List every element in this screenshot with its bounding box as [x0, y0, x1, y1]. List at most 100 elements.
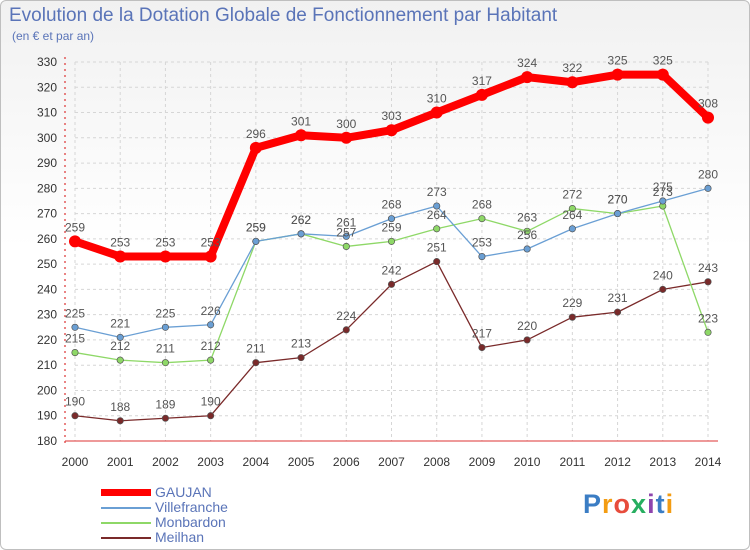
data-label: 262 [291, 213, 311, 227]
data-label: 231 [608, 291, 628, 305]
x-tick-label: 2007 [378, 455, 405, 469]
data-point [387, 215, 396, 223]
data-label: 212 [201, 339, 221, 353]
data-label: 273 [653, 185, 673, 199]
data-label: 190 [201, 395, 221, 409]
data-point [659, 197, 667, 205]
legend-item-monbardon: Monbardon [101, 515, 228, 530]
data-label: 188 [110, 400, 130, 414]
data-point [71, 412, 79, 420]
data-label: 308 [698, 97, 718, 111]
data-point [704, 328, 712, 336]
x-tick-label: 2001 [107, 455, 134, 469]
data-label: 263 [517, 210, 537, 224]
logo-letter: x [631, 489, 648, 519]
data-label: 273 [427, 185, 447, 199]
y-tick-label: 240 [37, 282, 57, 296]
legend: GAUJAN Villefranche Monbardon Meilhan [101, 485, 228, 545]
data-label: 211 [246, 342, 265, 356]
data-label: 280 [698, 167, 718, 181]
data-point [71, 349, 79, 357]
y-tick-label: 230 [37, 308, 57, 322]
legend-item-villefranche: Villefranche [101, 500, 228, 515]
data-label: 225 [155, 306, 175, 320]
legend-item-gaujan: GAUJAN [101, 485, 228, 500]
data-label: 322 [562, 61, 582, 75]
chart-title: Evolution de la Dotation Globale de Fonc… [9, 5, 558, 26]
data-label: 189 [155, 397, 175, 411]
data-label: 262 [291, 213, 311, 227]
y-tick-label: 250 [37, 257, 57, 271]
x-tick-label: 2014 [695, 455, 722, 469]
data-label: 259 [65, 220, 85, 234]
data-point [568, 204, 576, 213]
data-point [566, 76, 579, 89]
data-label: 220 [517, 319, 537, 333]
data-point [207, 356, 215, 364]
data-point [523, 245, 531, 253]
data-label: 215 [65, 332, 85, 346]
data-point [523, 336, 531, 344]
x-tick-label: 2002 [152, 455, 179, 469]
data-point [252, 237, 260, 245]
data-point [116, 356, 124, 364]
logo-letter: r [602, 489, 614, 519]
data-point [161, 323, 169, 331]
data-point [387, 280, 396, 288]
y-tick-label: 330 [37, 55, 57, 69]
y-tick-label: 290 [37, 156, 57, 170]
series [69, 68, 714, 425]
data-point [611, 68, 624, 81]
data-point [116, 333, 124, 341]
data-point [475, 88, 488, 101]
legend-swatch [101, 521, 151, 524]
data-label: 275 [653, 180, 673, 194]
data-label: 223 [698, 311, 718, 325]
x-tick-label: 2006 [333, 455, 360, 469]
data-label: 251 [427, 241, 447, 255]
data-point [204, 250, 217, 263]
logo-letter: o [613, 489, 632, 519]
data-label: 224 [336, 309, 356, 323]
data-point [385, 124, 398, 137]
data-label: 259 [246, 220, 266, 234]
data-point [207, 412, 215, 420]
data-point [704, 184, 712, 192]
data-point [433, 202, 441, 210]
proxiti-logo: Proxiti [583, 489, 674, 520]
data-label: 324 [517, 56, 537, 70]
data-point [295, 129, 308, 142]
data-point [252, 359, 260, 367]
data-point [161, 359, 169, 367]
data-point [478, 253, 486, 261]
x-tick-label: 2005 [288, 455, 315, 469]
data-label: 253 [201, 236, 221, 250]
y-tick-label: 220 [37, 333, 57, 347]
data-label: 221 [110, 316, 130, 330]
y-tick-label: 260 [37, 232, 57, 246]
data-point [521, 71, 534, 84]
data-label: 212 [110, 339, 130, 353]
data-point [702, 111, 714, 124]
data-label: 268 [381, 198, 401, 212]
x-tick-label: 2000 [62, 455, 89, 469]
x-tick-label: 2009 [469, 455, 496, 469]
legend-label: Monbardon [155, 514, 226, 530]
y-tick-label: 200 [37, 383, 57, 397]
data-point [69, 235, 81, 248]
legend-swatch [101, 489, 151, 496]
data-point [342, 232, 350, 240]
legend-swatch [101, 506, 151, 509]
data-label: 303 [381, 109, 401, 123]
y-tick-label: 300 [37, 131, 57, 145]
y-tick-label: 270 [37, 207, 57, 221]
data-point [659, 285, 667, 293]
x-tick-label: 2008 [423, 455, 450, 469]
data-point [297, 354, 305, 362]
y-tick-label: 310 [37, 106, 57, 120]
data-label: 300 [336, 117, 356, 131]
data-point [114, 250, 127, 263]
data-label: 272 [562, 188, 582, 202]
data-point [614, 308, 622, 316]
